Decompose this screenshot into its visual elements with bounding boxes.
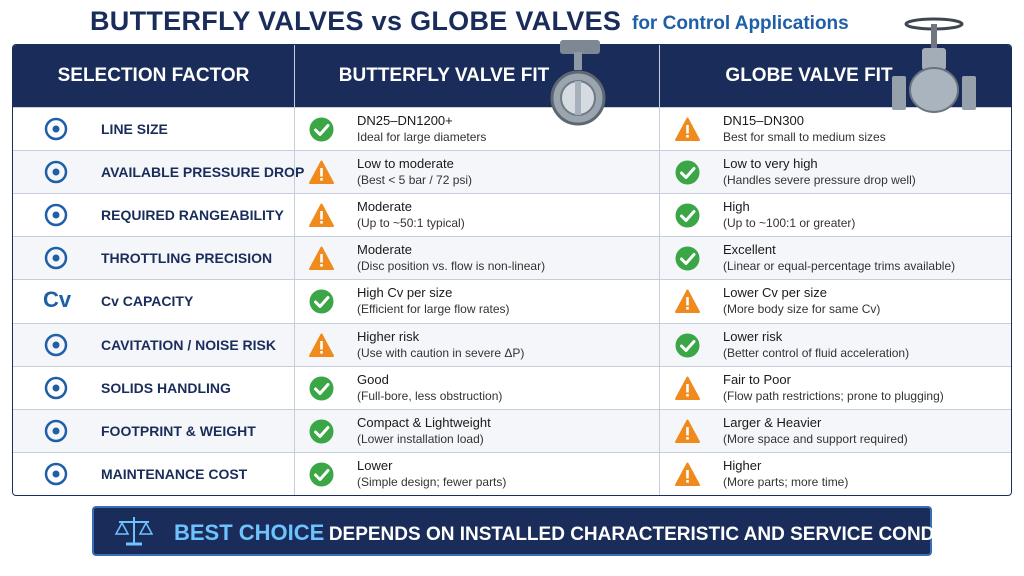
footer-body: DEPENDS ON INSTALLED CHARACTERISTIC AND … [328,524,998,545]
table-row: LINE SIZE DN25–DN1200+ Ideal for large dia… [13,107,1011,151]
fit-note: (More space and support required) [723,431,908,446]
status-icon [309,160,334,185]
factor-icon [43,245,69,271]
fit-summary: Moderate [357,199,412,215]
factor-icon [43,159,69,185]
fit-note: Best for small to medium sizes [723,130,886,144]
factor-icon-label: Cv [43,287,72,313]
divider [659,45,660,495]
table-row: Cv Cv CAPACITY High Cv per size (Efficient … [13,279,1011,323]
status-icon [675,117,700,142]
factor-label: THROTTLING PRECISION [101,250,273,267]
status-icon [675,462,700,487]
fit-summary: Higher [723,457,762,473]
fit-note: (Efficient for large flow rates) [357,302,510,317]
fit-note: (Up to ~100:1 or greater) [723,216,856,231]
factor-icon [43,116,69,142]
fit-note: (Full-bore, less obstruction) [357,388,503,403]
table-row: AVAILABLE PRESSURE DROP Low to moderate (B… [13,150,1011,195]
factor-icon [43,375,69,401]
column-header: GLOBE VALVE FIT [725,65,893,86]
status-icon [675,419,700,444]
status-icon [675,289,700,314]
fit-summary: Higher risk [357,328,420,344]
fit-note: Ideal for large diameters [357,130,487,144]
fit-note: (Disc position vs. flow is non-linear) [357,259,546,274]
factor-icon [43,332,69,358]
factor-label: AVAILABLE PRESSURE DROP [101,164,305,181]
rows: LINE SIZE DN25–DN1200+ Ideal for large dia… [13,107,1011,495]
fit-summary: Low to moderate [357,156,454,172]
status-icon [309,462,334,487]
fit-note: (Lower installation load) [357,431,484,446]
factor-label: Cv CAPACITY [101,293,194,310]
factor-icon [43,202,69,228]
table-row: CAVITATION / NOISE RISK Higher risk (Use w… [13,322,1011,367]
fit-note: (More body size for same Cv) [723,302,881,317]
fit-note: (Use with caution in severe ΔP) [357,345,525,360]
fit-summary: High Cv per size [357,285,453,301]
fit-summary: Moderate [357,242,412,258]
factor-label: LINE SIZE [101,121,168,137]
title: BUTTERFLY VALVES vs GLOBE VALVES [90,6,622,36]
table-row: SOLIDS HANDLING Good (Full-bore, less obst… [13,365,1011,410]
fit-note: (Linear or equal-percentage trims availa… [723,259,956,274]
factor-label: REQUIRED RANGEABILITY [101,207,284,224]
column-header: BUTTERFLY VALVE FIT [338,65,550,86]
status-icon [675,333,700,358]
status-icon [309,289,334,314]
fit-summary: Good [357,371,389,387]
fit-note: (Best < 5 bar / 72 psi) [357,173,473,188]
status-icon [675,376,700,401]
status-icon [675,246,700,271]
fit-summary: Lower risk [723,328,783,344]
column-header: SELECTION FACTOR [57,65,250,86]
fit-summary: DN25–DN1200+ [357,113,453,128]
butterfly-valve-image [550,40,606,126]
factor-label: CAVITATION / NOISE RISK [101,336,277,353]
footer-banner: BEST CHOICE DEPENDS ON INSTALLED CHARACT… [92,506,998,556]
table-header: SELECTION FACTOR BUTTERFLY VALVE FIT GLO… [13,45,1011,107]
footer-text: BEST CHOICE DEPENDS ON INSTALLED CHARACT… [174,520,998,546]
scale-icon [114,517,154,546]
fit-summary: Fair to Poor [723,371,791,387]
factor-icon [43,418,69,444]
table-row: THROTTLING PRECISION Moderate (Disc positi… [13,236,1011,281]
factor-label: FOOTPRINT & WEIGHT [101,422,256,439]
comparison-table: SELECTION FACTOR BUTTERFLY VALVE FIT GLO… [12,44,1012,496]
factor-label: SOLIDS HANDLING [101,379,231,396]
table-row: REQUIRED RANGEABILITY Moderate (Up to ~50:… [13,193,1011,237]
status-icon [309,117,334,142]
table-row: FOOTPRINT & WEIGHT Compact & Lightweight(… [13,408,1011,453]
footer-highlight: BEST CHOICE [174,520,325,545]
status-icon [309,419,334,444]
fit-note: (Up to ~50:1 typical) [357,216,465,231]
subtitle: for Control Applications [632,13,849,34]
table-row: MAINTENANCE COST Lower (Simple design; few… [13,451,1011,495]
factor-label: MAINTENANCE COST [101,465,248,482]
fit-summary: Larger & Heavier [723,414,822,430]
factor-icon [43,461,69,487]
fit-note: (Flow path restrictions; prone to pluggi… [723,388,944,403]
fit-summary: Lower Cv per size [723,285,828,301]
fit-note: (Handles severe pressure drop well) [723,173,916,188]
fit-summary: DN15–DN300 [723,113,804,128]
fit-summary: Lower [357,457,393,473]
status-icon [675,203,700,228]
fit-summary: Excellent [723,242,776,258]
divider [294,45,295,495]
status-icon [309,333,334,358]
fit-summary: Low to very high [723,156,818,172]
fit-note: (Simple design; fewer parts) [357,474,507,489]
status-icon [309,203,334,228]
status-icon [675,160,700,185]
fit-note: (Better control of fluid acceleration) [723,345,910,360]
status-icon [309,376,334,401]
fit-summary: High [723,199,750,215]
fit-note: (More parts; more time) [723,474,849,489]
fit-summary: Compact & Lightweight [357,414,491,430]
globe-valve-image [892,17,976,113]
status-icon [309,246,334,271]
